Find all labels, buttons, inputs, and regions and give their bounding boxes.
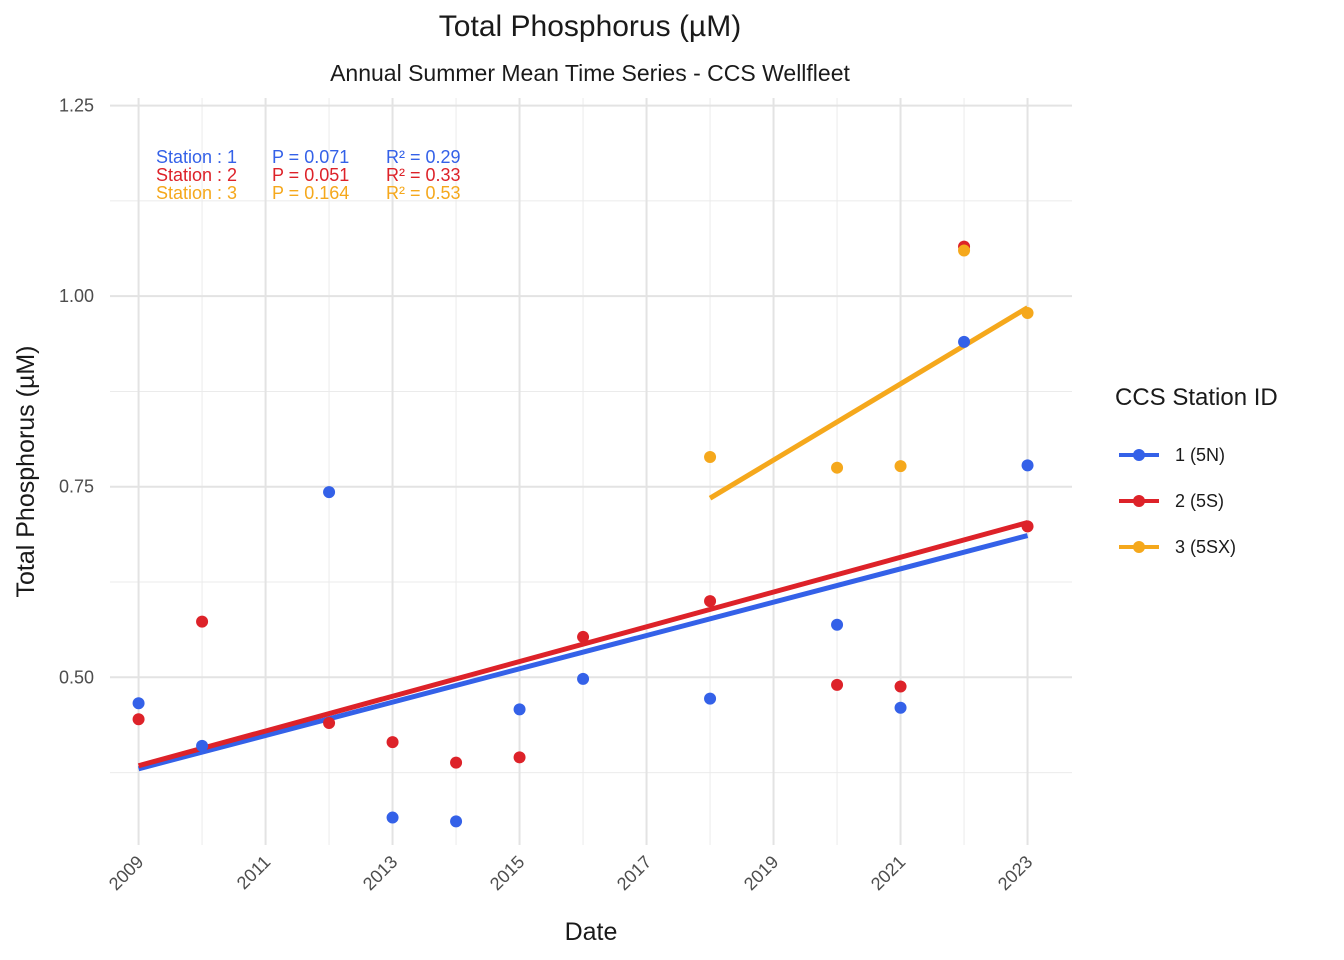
legend-title: CCS Station ID <box>1115 384 1278 411</box>
stat-p-value: P = 0.164 <box>272 183 349 203</box>
trend-line-3 <box>708 305 1029 501</box>
y-tick-label: 1.00 <box>59 286 94 306</box>
y-tick-label: 1.25 <box>59 96 94 116</box>
chart-title: Total Phosphorus (µM) <box>438 10 742 43</box>
stat-annotation-2: Station : 2 P = 0.051 R² = 0.33 <box>156 165 461 185</box>
data-point-series-3 <box>1021 306 1034 319</box>
data-point-series-3 <box>704 451 717 464</box>
x-tick-label: 2019 <box>740 852 782 894</box>
x-tick-label: 2015 <box>486 852 528 894</box>
x-axis-label: Date <box>565 918 618 946</box>
trend-line-2 <box>137 520 1029 769</box>
data-point-series-1 <box>196 739 209 752</box>
chart-subtitle: Annual Summer Mean Time Series - CCS Wel… <box>330 60 850 86</box>
x-tick-label: 2011 <box>233 852 275 894</box>
y-tick-label: 0.75 <box>59 477 94 497</box>
x-tick-label: 2009 <box>105 852 147 894</box>
data-point-series-3 <box>894 460 907 473</box>
data-point-series-2 <box>450 756 463 769</box>
data-point-series-1 <box>831 618 844 631</box>
stat-p-value: P = 0.051 <box>272 165 349 185</box>
data-point-series-2 <box>704 595 717 608</box>
stat-r-squared: R² = 0.29 <box>386 147 461 167</box>
stat-station-label: Station : 2 <box>156 165 237 185</box>
legend-key-1 <box>1115 443 1163 467</box>
data-point-series-2 <box>323 717 336 730</box>
data-point-series-1 <box>132 697 145 710</box>
data-point-series-3 <box>958 244 971 257</box>
x-tick-label: 2017 <box>613 852 655 894</box>
legend-label-3: 3 (5SX) <box>1175 536 1237 557</box>
x-tick-label: 2021 <box>867 852 909 894</box>
stat-r-squared: R² = 0.33 <box>386 165 461 185</box>
data-point-series-1 <box>1021 459 1034 472</box>
stat-p-value: P = 0.071 <box>272 147 349 167</box>
stat-station-label: Station : 1 <box>156 147 237 167</box>
legend-label-2: 2 (5S) <box>1175 490 1225 511</box>
data-point-series-2 <box>1021 520 1034 533</box>
data-point-series-2 <box>513 751 526 764</box>
legend-label-1: 1 (5N) <box>1175 444 1226 465</box>
legend: CCS Station ID 1 (5N) 2 (5S) 3 (5SX) <box>1115 384 1278 570</box>
data-point-series-3 <box>831 461 844 474</box>
data-point-series-1 <box>577 672 590 685</box>
stat-r-squared: R² = 0.53 <box>386 183 461 203</box>
data-point-series-2 <box>196 615 209 628</box>
data-point-series-2 <box>894 680 907 693</box>
y-tick-label: 0.50 <box>59 667 94 687</box>
trend-line-1 <box>137 533 1029 772</box>
data-point-series-1 <box>894 701 907 714</box>
legend-item-3: 3 (5SX) <box>1115 524 1278 570</box>
stat-annotation-1: Station : 1 P = 0.071 R² = 0.29 <box>156 147 461 167</box>
x-tick-label: 2023 <box>994 852 1036 894</box>
data-point-series-2 <box>132 713 145 726</box>
y-axis-label: Total Phosphorus (µM) <box>12 345 40 597</box>
data-point-series-1 <box>386 811 399 824</box>
data-point-series-1 <box>958 335 971 348</box>
data-point-series-1 <box>513 703 526 716</box>
legend-item-1: 1 (5N) <box>1115 432 1278 478</box>
data-point-series-1 <box>450 815 463 828</box>
data-point-series-2 <box>386 736 399 749</box>
legend-item-2: 2 (5S) <box>1115 478 1278 524</box>
data-point-series-2 <box>577 630 590 643</box>
data-point-series-1 <box>704 692 717 705</box>
stat-annotation-3: Station : 3 P = 0.164 R² = 0.53 <box>156 183 461 203</box>
x-tick-label: 2013 <box>359 852 401 894</box>
data-point-series-2 <box>831 678 844 691</box>
data-point-series-1 <box>323 486 336 499</box>
legend-key-3 <box>1115 535 1163 559</box>
stat-station-label: Station : 3 <box>156 183 237 203</box>
legend-key-2 <box>1115 489 1163 513</box>
